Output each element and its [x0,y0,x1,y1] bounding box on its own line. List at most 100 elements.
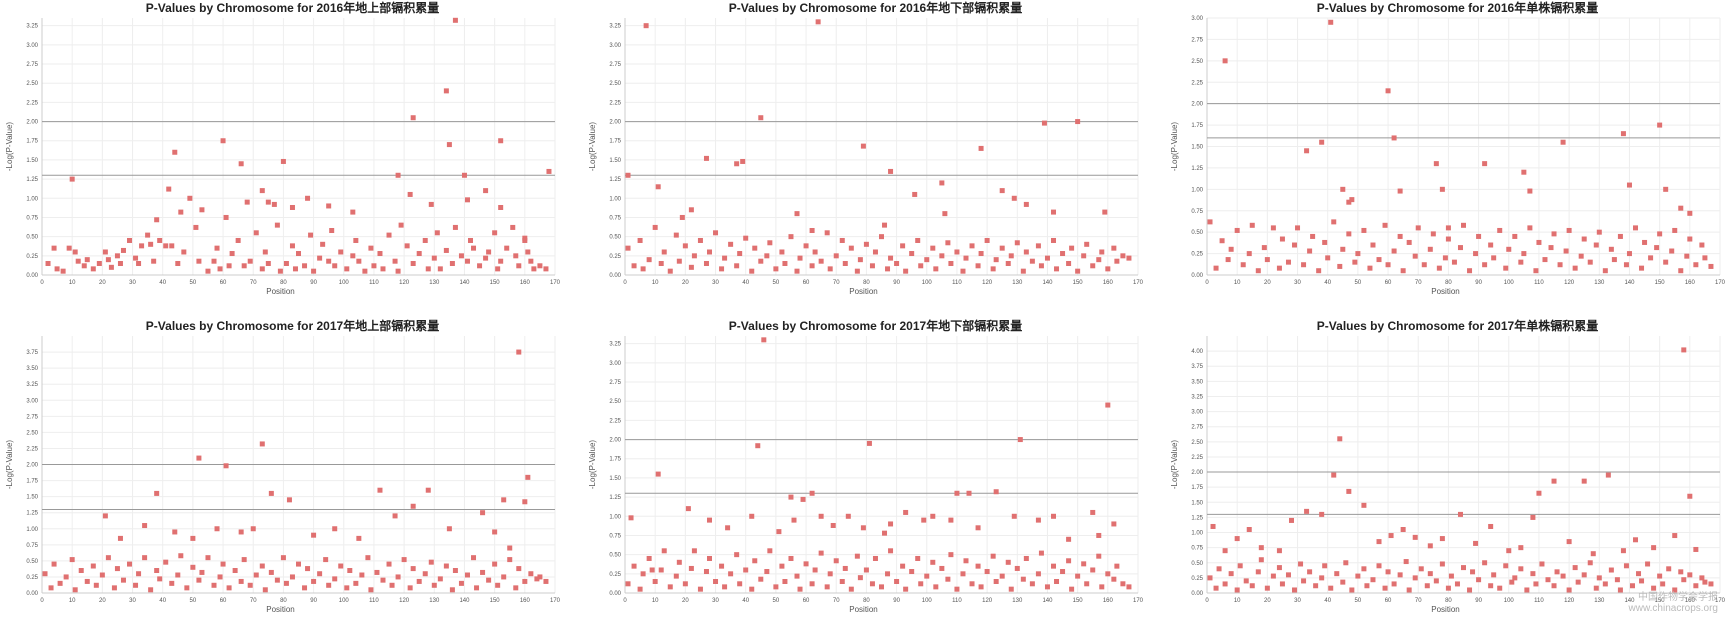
y-tick-label: 0.00 [26,273,38,279]
data-point [471,555,477,561]
x-tick-label: 100 [1504,280,1515,286]
data-point [371,263,377,269]
data-point [543,578,549,584]
data-point [1461,565,1466,571]
data-point [743,567,749,573]
data-point [848,586,854,592]
x-tick-label: 160 [1685,280,1696,286]
data-point [474,585,480,591]
data-point [437,576,443,582]
data-point [1023,201,1029,207]
data-point [172,529,178,535]
data-point [395,172,401,178]
data-point [1376,257,1382,263]
y-axis-label: -Log(P-Value) [588,440,597,490]
chart-title: P-Values by Chromosome for 2017年地上部镉积累量 [146,318,439,333]
data-point [809,263,815,269]
data-point [631,563,637,569]
data-point [1512,575,1518,581]
data-point [842,260,848,266]
data-point [676,258,682,264]
y-tick-label: 1.25 [26,177,38,183]
x-tick-label: 100 [1504,598,1515,604]
data-point [1512,233,1518,239]
data-point [1346,231,1352,237]
x-tick-label: 40 [159,280,166,286]
data-point [1439,536,1445,542]
data-point [1081,561,1087,567]
data-point [392,513,398,519]
data-point [1249,222,1255,228]
data-point [537,574,543,580]
data-point [259,563,265,569]
y-tick-label: 2.50 [609,81,621,87]
data-point [1623,262,1629,268]
data-point [410,566,416,572]
x-tick-label: 30 [712,598,719,604]
data-point [217,266,223,272]
data-point [259,266,265,272]
data-point [274,222,280,228]
x-tick-label: 130 [1594,598,1605,604]
data-point [848,245,854,251]
y-tick-label: 2.00 [609,120,621,126]
data-point [1491,255,1497,261]
data-point [525,474,531,480]
data-point [1322,239,1328,245]
data-point [1488,523,1494,529]
data-point [317,571,323,577]
data-point [199,207,205,213]
data-point [1038,263,1044,269]
data-point [869,581,875,587]
data-point [1470,569,1476,575]
data-point [501,574,507,580]
data-point [1222,58,1228,64]
x-tick-label: 90 [893,280,900,286]
data-point [1645,561,1651,567]
x-tick-label: 170 [1715,598,1726,604]
data-point [1593,242,1599,248]
data-point [1352,259,1358,265]
data-point [217,574,223,580]
data-point [628,515,634,521]
data-point [1693,262,1699,268]
data-point [758,115,764,121]
data-point [1041,120,1047,126]
y-tick-label: 0.50 [26,559,38,565]
y-tick-label: 1.75 [1191,485,1203,491]
data-point [84,257,90,263]
x-tick-label: 60 [220,280,227,286]
data-point [374,569,380,575]
data-point [1445,585,1451,591]
data-point [407,585,413,591]
data-point [1439,561,1445,567]
y-tick-label: 0.50 [609,235,621,241]
data-point [1014,240,1020,246]
data-point [909,569,915,575]
data-point [1590,551,1596,557]
y-tick-label: 1.75 [1191,123,1203,129]
data-point [1307,569,1313,575]
data-point [350,253,356,259]
data-point [673,573,679,579]
data-point [90,563,96,569]
data-point [51,245,57,251]
data-point [722,255,728,261]
x-tick-label: 20 [1264,598,1271,604]
y-tick-label: 3.75 [1191,364,1203,370]
data-point [311,532,317,538]
x-tick-label: 170 [1133,598,1144,604]
data-point [894,578,900,584]
data-point [1207,219,1213,225]
data-point [773,266,779,272]
data-point [1008,586,1014,592]
data-point [1412,575,1418,581]
x-tick-label: 150 [490,280,501,286]
data-point [1533,268,1539,274]
data-point [320,241,326,247]
data-point [1406,587,1412,593]
data-point [1687,236,1693,242]
x-tick-label: 90 [1475,280,1482,286]
data-point [869,263,875,269]
data-point [531,266,537,272]
